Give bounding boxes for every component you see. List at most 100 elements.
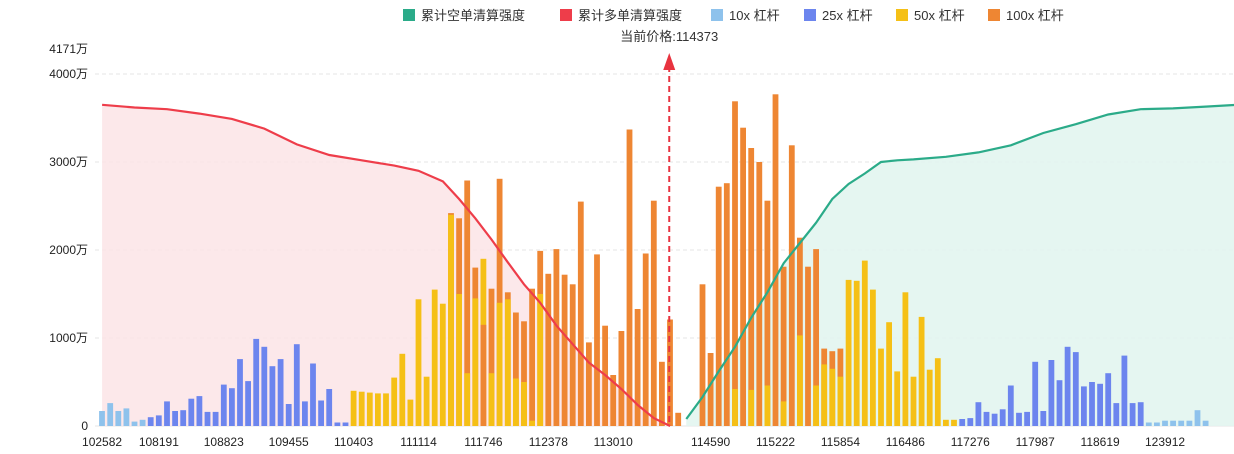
bar-25x <box>959 419 966 426</box>
bar-25x <box>342 422 349 426</box>
bar-50x <box>431 289 438 426</box>
legend-label: 100x 杠杆 <box>1006 8 1064 23</box>
bar-25x <box>983 411 990 426</box>
bar-25x <box>285 404 292 426</box>
bar-50x <box>407 399 414 426</box>
bar-50x <box>513 378 519 426</box>
bar-10x <box>1194 410 1201 426</box>
x-tick-label: 113010 <box>594 435 633 449</box>
bar-50x <box>529 420 535 426</box>
bar-100x <box>764 200 771 426</box>
arrow-up-icon <box>663 53 676 70</box>
x-tick-label: 117987 <box>1016 435 1055 449</box>
bar-100x <box>521 321 527 426</box>
bar-25x <box>155 415 162 426</box>
bar-25x <box>1105 373 1112 426</box>
bar-100x <box>732 101 738 427</box>
bar-10x <box>1170 420 1176 426</box>
x-axis: 102582 108191 108823 109455 110403 111114 1117… <box>82 435 1185 449</box>
y-tick-label: 4171万 <box>49 42 88 56</box>
bar-25x <box>220 384 227 426</box>
y-axis: 0 1000万 2000万 3000万 4000万 4171万 <box>49 42 88 433</box>
bar-100x <box>780 266 787 426</box>
bar-25x <box>318 400 324 426</box>
cumulative-long-line <box>102 103 671 427</box>
legend: 累计空单清算强度 累计多单清算强度 10x 杠杆 25x 杠杆 50x 杠杆 100x 杠… <box>403 8 1064 23</box>
bar-25x <box>1089 382 1095 426</box>
bar-25x <box>261 346 268 426</box>
bar-50x <box>853 280 860 426</box>
legend-label: 累计空单清算强度 <box>421 8 525 23</box>
bar-50x <box>399 353 406 426</box>
bar-50x <box>464 373 471 426</box>
bar-50x <box>951 419 957 426</box>
bar-100x <box>464 180 471 426</box>
bar-50x <box>821 364 828 426</box>
current-price-label: 当前价格:114373 <box>620 29 718 44</box>
bar-25x <box>991 413 998 426</box>
bar-100x <box>797 237 803 426</box>
x-tick-label: 117276 <box>951 435 990 449</box>
bar-100x <box>529 288 535 426</box>
bar-50x <box>780 401 787 426</box>
bar-50x <box>926 369 933 426</box>
bar-10x <box>1202 420 1209 426</box>
legend-label: 25x 杠杆 <box>822 8 873 23</box>
bar-25x <box>1129 403 1136 426</box>
bar-10x <box>131 421 138 426</box>
bar-25x <box>164 401 170 426</box>
bar-25x <box>204 411 211 426</box>
bar-100x <box>610 375 617 426</box>
cumulative-short-area <box>686 105 1234 426</box>
bar-25x <box>1024 411 1030 426</box>
bar-100x <box>561 274 568 426</box>
bar-50x <box>350 390 357 426</box>
x-tick-label: 115222 <box>756 435 795 449</box>
legend-swatch <box>560 9 572 21</box>
legend-swatch <box>988 9 1000 21</box>
bar-100x <box>675 412 682 426</box>
bar-25x <box>1056 380 1063 426</box>
x-tick-label: 102582 <box>82 435 122 449</box>
bar-25x <box>1048 360 1055 426</box>
bar-50x <box>415 299 422 426</box>
bar-100x <box>748 148 755 426</box>
bar-100x <box>756 162 763 426</box>
bar-50x <box>886 322 892 426</box>
bar-25x <box>326 389 333 426</box>
bar-50x <box>456 294 462 426</box>
bar-10x <box>1186 420 1193 426</box>
bar-100x <box>586 342 592 426</box>
bar-50x <box>375 393 381 426</box>
bar-25x <box>237 359 243 426</box>
bar-25x <box>1072 352 1079 426</box>
cumulative-long-area <box>102 104 671 427</box>
bar-25x <box>269 366 276 426</box>
bar-25x <box>310 363 316 426</box>
bar-100x <box>715 186 722 426</box>
bar-25x <box>245 381 251 426</box>
bar-25x <box>334 422 341 426</box>
bar-50x <box>894 371 901 426</box>
bar-100x <box>659 361 665 426</box>
bar-10x <box>107 403 114 426</box>
bar-25x <box>1137 402 1144 426</box>
bar-50x <box>472 298 479 426</box>
bar-50x <box>537 294 544 426</box>
bar-25x <box>212 411 219 426</box>
bar-100x <box>788 145 795 427</box>
y-tick-label: 1000万 <box>49 331 88 345</box>
legend-swatch <box>403 9 415 21</box>
bar-50x <box>496 302 503 426</box>
y-tick-label: 0 <box>81 419 88 433</box>
bar-50x <box>902 292 909 426</box>
bar-100x <box>513 312 519 426</box>
bar-10x <box>123 408 130 426</box>
bar-100x <box>699 284 706 426</box>
legend-label: 累计多单清算强度 <box>578 8 682 23</box>
bar-100x <box>496 178 503 426</box>
bar-50x <box>448 214 454 426</box>
bar-10x <box>99 411 105 426</box>
x-tick-label: 116486 <box>886 435 925 449</box>
